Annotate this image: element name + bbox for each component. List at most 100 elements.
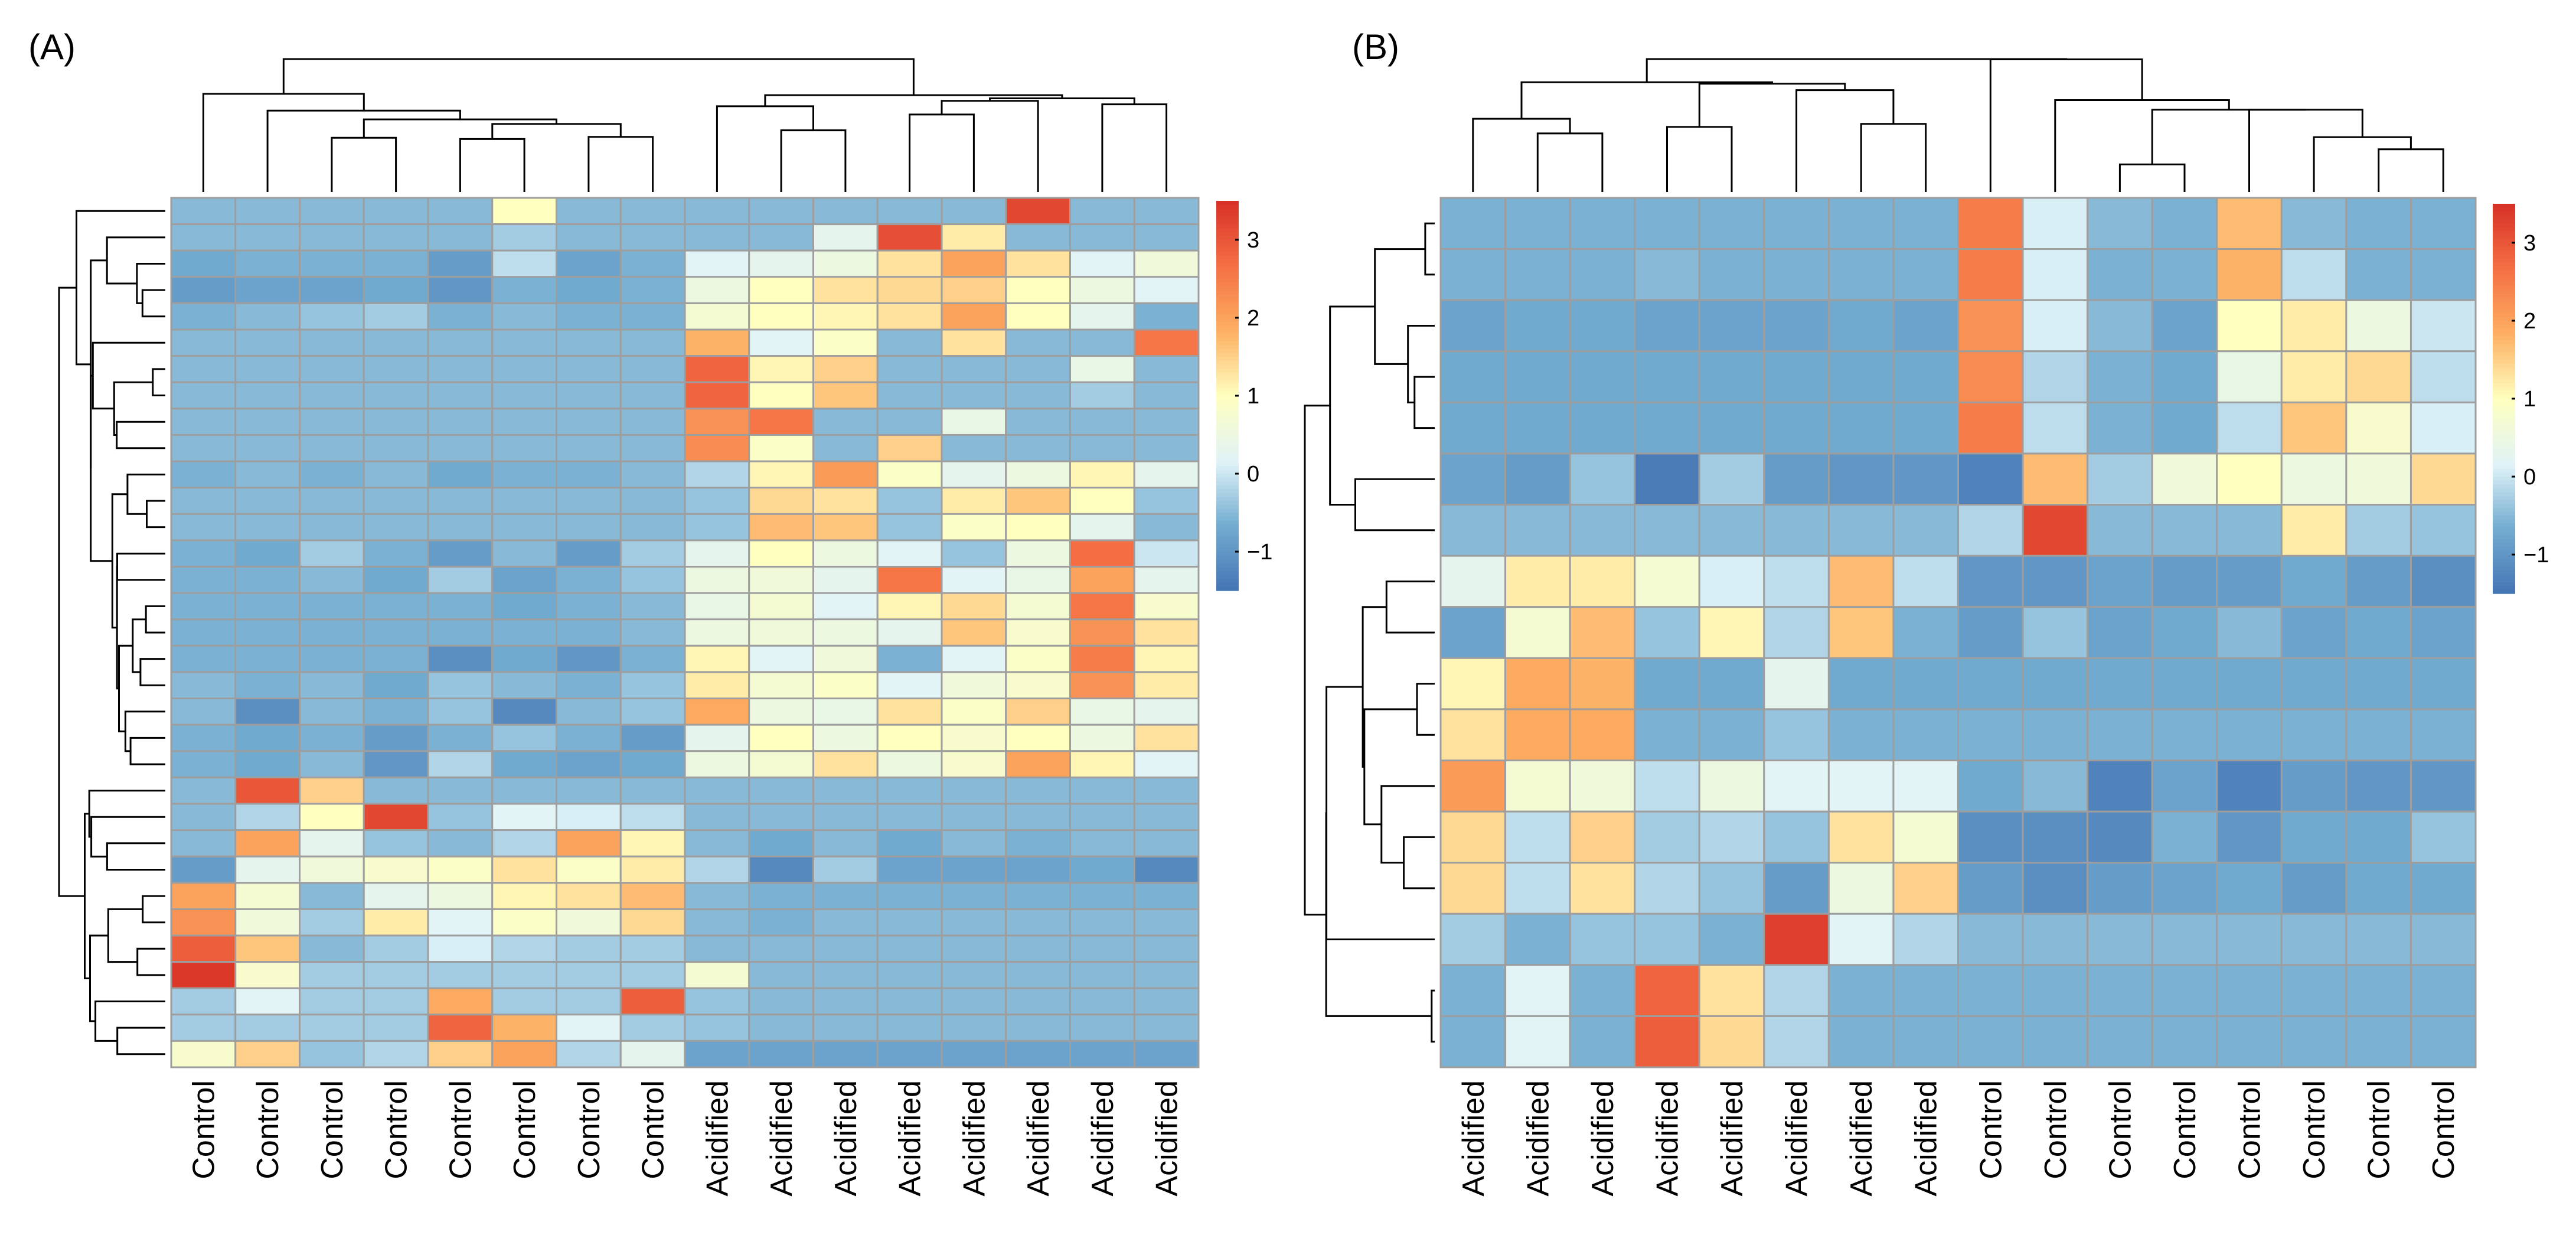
colorbar-b-segment-75: [2493, 496, 2515, 501]
heatmap-cell-a-r21-c2: [299, 750, 365, 778]
heatmap-cell-a-r28-c7: [619, 934, 686, 963]
heatmap-cell-b-r6-c2: [1569, 504, 1636, 557]
heatmap-cell-a-r0-c9: [748, 197, 814, 226]
heatmap-cell-a-r22-c12: [941, 776, 1007, 805]
heatmap-cell-a-r17-c12: [941, 644, 1007, 673]
heatmap-cell-a-r32-c13: [1005, 1040, 1071, 1068]
colorbar-a-segment-53: [1216, 407, 1239, 412]
heatmap-cell-a-r31-c1: [234, 1014, 301, 1042]
colorbar-b-segment-3: [2493, 215, 2515, 220]
column-dendrogram-b-branch-2: [1666, 126, 1733, 192]
heatmap-cell-b-r1-c11: [2151, 248, 2218, 301]
heatmap-cell-b-r7-c12: [2216, 555, 2283, 608]
heatmap-cell-b-r1-c6: [1827, 248, 1895, 301]
heatmap-cell-a-r8-c15: [1133, 408, 1200, 436]
colorbar-a-segment-97: [1216, 579, 1239, 584]
colorbar-a-segment-35: [1216, 337, 1239, 342]
heatmap-cell-a-r13-c10: [812, 539, 879, 568]
heatmap-cell-b-r5-c0: [1439, 452, 1507, 506]
heatmap-cell-a-r18-c6: [556, 671, 622, 700]
heatmap-cell-a-r26-c5: [491, 882, 557, 910]
heatmap-cell-a-r3-c1: [234, 276, 301, 304]
heatmap-cell-b-r2-c11: [2151, 299, 2218, 353]
colorbar-a-segment-89: [1216, 548, 1239, 552]
heatmap-cell-a-r30-c1: [234, 987, 301, 1016]
heatmap-cell-a-r20-c9: [748, 724, 814, 752]
heatmap-cell-a-r25-c11: [876, 855, 943, 884]
heatmap-cell-a-r3-c12: [941, 276, 1007, 304]
heatmap-cell-b-r10-c4: [1698, 708, 1765, 761]
heatmap-cell-a-r23-c3: [363, 803, 429, 832]
heatmap-cell-a-r22-c8: [684, 776, 750, 805]
heatmap-cell-b-r8-c14: [2345, 606, 2412, 659]
row-dendrogram-b-branch-15: [1304, 405, 1330, 916]
heatmap-cell-a-r11-c7: [619, 487, 686, 515]
heatmap-cell-a-r20-c6: [556, 724, 622, 752]
colorbar-b-segment-7: [2493, 231, 2515, 236]
heatmap-cell-b-r5-c13: [2280, 452, 2348, 506]
heatmap-cell-a-r25-c5: [491, 855, 557, 884]
colorbar-b-segment-54: [2493, 414, 2515, 419]
colorbar-b-segment-20: [2493, 282, 2515, 286]
colorbar-b-segment-97: [2493, 582, 2515, 586]
heatmap-cell-b-r11-c14: [2345, 759, 2412, 813]
heatmap-cell-a-r6-c11: [876, 355, 943, 383]
heatmap-cell-a-r24-c13: [1005, 829, 1071, 858]
colorbar-a-segment-43: [1216, 368, 1239, 373]
heatmap-cell-a-r15-c13: [1005, 592, 1071, 621]
heatmap-cell-b-r4-c10: [2087, 401, 2153, 455]
colorbar-b-segment-76: [2493, 500, 2515, 504]
column-dendrogram-a-branch-14: [282, 58, 915, 96]
colorbar-b-segment-71: [2493, 480, 2515, 485]
heatmap-cell-a-r6-c5: [491, 355, 557, 383]
colorbar-b-segment-60: [2493, 438, 2515, 442]
heatmap-cell-b-r13-c9: [2022, 862, 2089, 915]
heatmap-cell-a-r16-c3: [363, 618, 429, 647]
heatmap-cell-a-r8-c9: [748, 408, 814, 436]
heatmap-cell-b-r4-c5: [1763, 401, 1830, 455]
heatmap-cell-a-r24-c2: [299, 829, 365, 858]
colorbar-a-segment-46: [1216, 380, 1239, 384]
row-dendrogram-b-branch-9: [1380, 785, 1435, 864]
colorbar-a-segment-64: [1216, 450, 1239, 455]
column-dendrogram-a-branch-8: [716, 105, 814, 192]
colorbar-a-segment-67: [1216, 462, 1239, 467]
colorbar-a-segment-59: [1216, 431, 1239, 435]
heatmap-cell-b-r3-c13: [2280, 350, 2348, 403]
column-label-a-5: Control: [508, 1080, 542, 1179]
heatmap-cell-b-r16-c0: [1439, 1015, 1507, 1068]
heatmap-cell-a-r13-c2: [299, 539, 365, 568]
heatmap-cell-b-r13-c8: [1957, 862, 2024, 915]
heatmap-cell-a-r9-c6: [556, 434, 622, 462]
colorbar-b-segment-13: [2493, 254, 2515, 259]
heatmap-cell-a-r10-c15: [1133, 460, 1200, 489]
heatmap-cell-a-r1-c13: [1005, 223, 1071, 252]
heatmap-cell-a-r30-c5: [491, 987, 557, 1016]
heatmap-cell-a-r8-c5: [491, 408, 557, 436]
heatmap-cell-b-r14-c3: [1634, 913, 1700, 966]
heatmap-cell-a-r23-c15: [1133, 803, 1200, 832]
heatmap-cell-a-r24-c1: [234, 829, 301, 858]
colorbar-a-segment-14: [1216, 255, 1239, 260]
row-dendrogram-b-branch-4: [1354, 478, 1435, 532]
colorbar-a-segment-15: [1216, 259, 1239, 264]
heatmap-cell-b-r3-c11: [2151, 350, 2218, 403]
heatmap-cell-a-r3-c14: [1069, 276, 1135, 304]
heatmap-cell-a-r5-c4: [427, 328, 494, 357]
heatmap-cell-a-r10-c8: [684, 460, 750, 489]
column-label-b-14: Control: [2362, 1080, 2397, 1179]
heatmap-cell-a-r30-c9: [748, 987, 814, 1016]
colorbar-a-segment-72: [1216, 481, 1239, 486]
colorbar-b-segment-47: [2493, 387, 2515, 392]
colorbar-a-segment-66: [1216, 458, 1239, 462]
heatmap-cell-b-r5-c10: [2087, 452, 2153, 506]
heatmap-cell-a-r5-c13: [1005, 328, 1071, 357]
heatmap-cell-a-r15-c0: [170, 592, 237, 621]
heatmap-cell-b-r3-c10: [2087, 350, 2153, 403]
heatmap-cell-a-r29-c10: [812, 961, 879, 989]
heatmap-cell-a-r0-c8: [684, 197, 750, 226]
heatmap-cell-b-r3-c14: [2345, 350, 2412, 403]
heatmap-cell-b-r14-c4: [1698, 913, 1765, 966]
heatmap-cell-a-r16-c9: [748, 618, 814, 647]
colorbar-a-segment-33: [1216, 329, 1239, 334]
